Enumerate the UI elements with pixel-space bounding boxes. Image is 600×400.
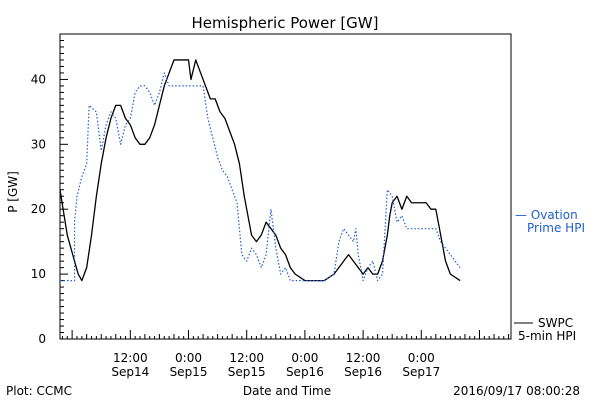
x-tick-label-date: Sep16 (344, 365, 382, 379)
x-axis-label: Date and Time (243, 384, 331, 398)
x-tick-label-time: 12:00 (346, 351, 381, 365)
x-tick-label-time: 12:00 (113, 351, 148, 365)
y-tick-label: 0 (38, 332, 46, 346)
x-axis: 12:00Sep140:00Sep1512:00Sep150:00Sep1612… (61, 330, 510, 379)
x-tick-label-time: 12:00 (229, 351, 264, 365)
x-tick-label-date: Sep15 (228, 365, 266, 379)
x-tick-label-time: 0:00 (175, 351, 202, 365)
y-axis-label: P [GW] (6, 171, 20, 213)
x-tick-label-date: Sep16 (286, 365, 324, 379)
x-tick-label-date: Sep15 (170, 365, 208, 379)
footer-timestamp: 2016/09/17 08:00:28 (453, 384, 580, 398)
ovation-prime-hpi-line (60, 72, 461, 282)
x-tick-label-time: 0:00 (291, 351, 318, 365)
series-group (59, 59, 461, 282)
legend-swpc-line1: SWPC (538, 316, 573, 330)
y-axis: 0 10 20 30 40 (31, 33, 68, 346)
swpc-hpi-line (59, 59, 461, 282)
legend-swpc-line2: 5-min HPI (518, 329, 576, 343)
y-tick-label: 30 (31, 137, 46, 151)
legend-ovation-line2: Prime HPI (527, 221, 585, 235)
legend: — Ovation Prime HPI SWPC 5-min HPI (514, 208, 585, 343)
x-tick-label-date: Sep17 (402, 365, 440, 379)
plot-frame (59, 33, 512, 340)
x-tick-label-time: 0:00 (408, 351, 435, 365)
chart-title: Hemispheric Power [GW] (192, 14, 379, 32)
y-tick-label: 40 (31, 72, 46, 86)
y-tick-label: 20 (31, 202, 46, 216)
footer-credit: Plot: CCMC (6, 384, 72, 398)
legend-ovation-line1: — Ovation (515, 208, 578, 222)
x-tick-label-date: Sep14 (111, 365, 149, 379)
y-tick-label: 10 (31, 267, 46, 281)
